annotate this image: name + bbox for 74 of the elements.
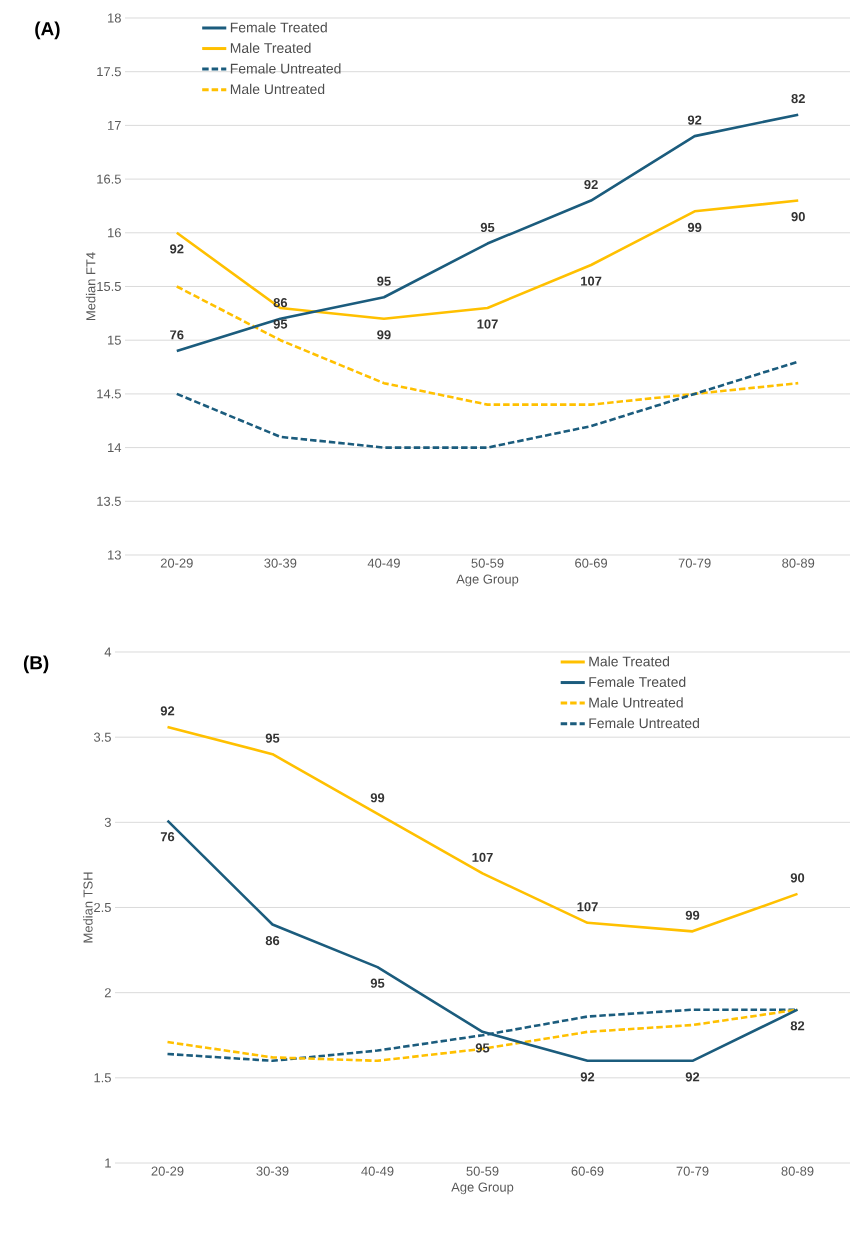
annotation: 99 (370, 793, 385, 803)
chart-title: (B) (23, 655, 49, 674)
annotation: 82 (791, 93, 805, 104)
chart-title: (A) (35, 21, 60, 40)
y-tick-label: 16.5 (97, 174, 121, 184)
x-tick-label: 60-69 (571, 1166, 604, 1176)
y-tick-label: 15.5 (97, 281, 121, 292)
x-tick-label: 50-59 (466, 1166, 499, 1176)
annotation: 92 (584, 179, 598, 190)
x-tick-label: 40-49 (361, 1166, 394, 1176)
x-tick-label: 80-89 (782, 558, 815, 568)
annotation: 90 (790, 873, 805, 883)
x-axis-title: Age Group (456, 574, 519, 587)
y-tick-label: 15 (108, 335, 121, 345)
legend-label: Female Treated (230, 22, 327, 33)
y-tick-label: 2 (104, 988, 111, 998)
y-tick-label: 13.5 (97, 496, 121, 506)
legend-label: Female Treated (589, 676, 686, 687)
x-tick-label: 20-29 (151, 1166, 184, 1176)
y-tick-label: 14 (108, 443, 122, 453)
legend-label: Male Treated (589, 656, 670, 667)
annotation: 95 (273, 319, 288, 329)
y-tick-label: 18 (108, 13, 121, 23)
x-tick-label: 20-29 (160, 558, 193, 568)
x-axis-title: Age Group (451, 1182, 514, 1195)
legend-label: Female Untreated (230, 63, 341, 74)
y-tick-label: 13 (108, 550, 121, 560)
annotation: 86 (265, 936, 280, 946)
x-tick-label: 70-79 (678, 558, 711, 568)
y-axis-title: Median FT4 (85, 252, 96, 320)
y-tick-label: 17.5 (97, 67, 121, 77)
annotation: 92 (160, 706, 175, 716)
y-tick-label: 14.5 (97, 389, 121, 399)
y-tick-label: 1 (105, 1158, 111, 1168)
legend-label: Male Untreated (230, 83, 325, 95)
x-tick-label: 50-59 (471, 558, 504, 568)
y-axis-title: Median TSH (83, 872, 93, 943)
y-tick-label: 1.5 (94, 1073, 111, 1083)
x-tick-label: 30-39 (256, 1166, 289, 1176)
y-tick-label: 2.5 (94, 902, 111, 913)
annotation: 107 (472, 852, 493, 862)
annotation: 90 (791, 212, 805, 222)
annotation: 82 (790, 1021, 805, 1031)
annotation: 92 (685, 1072, 700, 1082)
y-tick-label: 16 (108, 228, 121, 238)
x-tick-label: 60-69 (575, 558, 608, 568)
x-tick-label: 30-39 (264, 558, 297, 568)
annotation: 76 (160, 832, 175, 842)
annotation: 95 (377, 276, 391, 286)
annotation: 95 (265, 733, 280, 743)
x-tick-label: 40-49 (367, 558, 400, 568)
legend-label: Male Untreated (589, 697, 683, 708)
legend-label: Male Treated (230, 42, 311, 53)
annotation: 86 (273, 298, 288, 308)
annotation: 99 (377, 330, 391, 340)
x-tick-label: 70-79 (676, 1166, 709, 1176)
legend-label: Female Untreated (589, 717, 699, 729)
y-tick-label: 17 (108, 120, 121, 130)
x-tick-label: 80-89 (781, 1166, 814, 1176)
line-series (175, 360, 800, 449)
annotation: 95 (370, 978, 385, 988)
annotation: 99 (687, 222, 702, 232)
annotation: 107 (577, 902, 598, 912)
annotation: 92 (580, 1072, 595, 1082)
annotation: 95 (480, 222, 495, 233)
annotation: 92 (687, 115, 702, 125)
y-tick-label: 4 (104, 647, 112, 657)
annotation: 76 (170, 330, 184, 340)
annotation: 107 (581, 276, 602, 286)
y-tick-label: 3.5 (93, 732, 111, 742)
annotation: 92 (170, 244, 184, 254)
annotation: 107 (477, 319, 498, 329)
annotation: 99 (685, 910, 700, 920)
y-tick-label: 3 (104, 817, 111, 827)
